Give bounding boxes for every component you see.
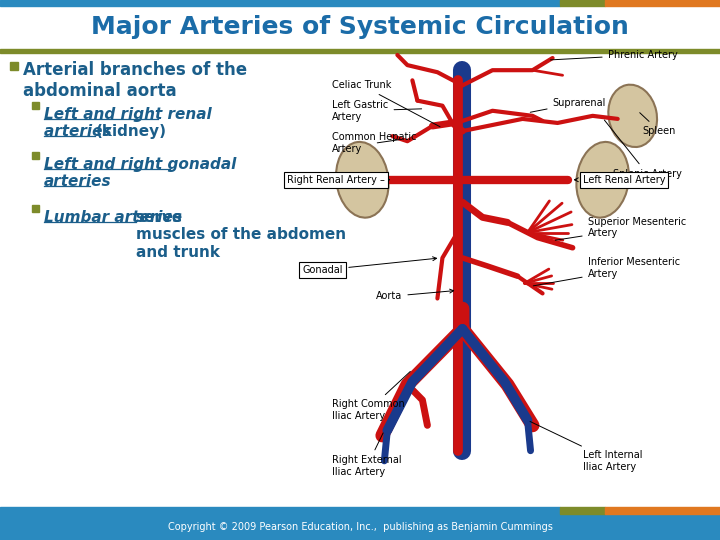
Text: Arterial branches of the
abdominal aorta: Arterial branches of the abdominal aorta	[23, 61, 247, 100]
Bar	[0, 514, 720, 540]
Text: Left and right renal
arteries: Left and right renal arteries	[44, 107, 212, 139]
Text: Celiac Trunk: Celiac Trunk	[332, 80, 440, 127]
Ellipse shape	[608, 85, 657, 147]
Text: Splenic Artery: Splenic Artery	[604, 120, 682, 179]
Bar	[32, 102, 39, 109]
Text: Phrenic Artery: Phrenic Artery	[550, 50, 678, 60]
Text: Left Internal
Iliac Artery: Left Internal Iliac Artery	[530, 421, 642, 471]
Text: Copyright © 2009 Pearson Education, Inc.,  publishing as Benjamin Cummings: Copyright © 2009 Pearson Education, Inc.…	[168, 522, 552, 532]
Bar	[0, 507, 560, 514]
Text: Right Renal Artery –: Right Renal Artery –	[287, 175, 390, 185]
Text: Lumbar arteries: Lumbar arteries	[44, 210, 187, 225]
Bar	[605, 507, 720, 514]
Text: Aorta: Aorta	[376, 289, 454, 301]
Ellipse shape	[336, 142, 389, 218]
Text: Gonadal: Gonadal	[302, 257, 436, 275]
Text: Right External
Iliac Artery: Right External Iliac Artery	[332, 433, 402, 477]
Text: Superior Mesenteric
Artery: Superior Mesenteric Artery	[555, 217, 686, 240]
Text: Spleen: Spleen	[640, 113, 676, 136]
Bar	[0, 49, 720, 53]
Text: (kidney): (kidney)	[96, 124, 166, 139]
Bar	[0, 6, 720, 50]
Text: Inferior Mesenteric
Artery: Inferior Mesenteric Artery	[534, 257, 680, 286]
Bar	[560, 0, 605, 6]
Bar	[605, 0, 720, 6]
Text: Left Renal Artery: Left Renal Artery	[575, 175, 665, 185]
Text: Major Arteries of Systemic Circulation: Major Arteries of Systemic Circulation	[91, 15, 629, 39]
Bar	[32, 152, 39, 159]
Bar	[560, 507, 605, 514]
Text: Suprarenal: Suprarenal	[530, 98, 606, 112]
Text: serve
muscles of the abdomen
and trunk: serve muscles of the abdomen and trunk	[135, 210, 346, 260]
Text: Left Gastric
Artery: Left Gastric Artery	[332, 100, 422, 122]
Text: Left and right gonadal
arteries: Left and right gonadal arteries	[44, 157, 236, 190]
Bar	[32, 205, 39, 212]
Ellipse shape	[576, 142, 629, 218]
Bar	[0, 0, 560, 6]
Bar	[10, 62, 18, 70]
Text: Common Hepatic
Artery: Common Hepatic Artery	[332, 132, 417, 154]
Text: Right Common
Iliac Artery: Right Common Iliac Artery	[332, 372, 410, 421]
